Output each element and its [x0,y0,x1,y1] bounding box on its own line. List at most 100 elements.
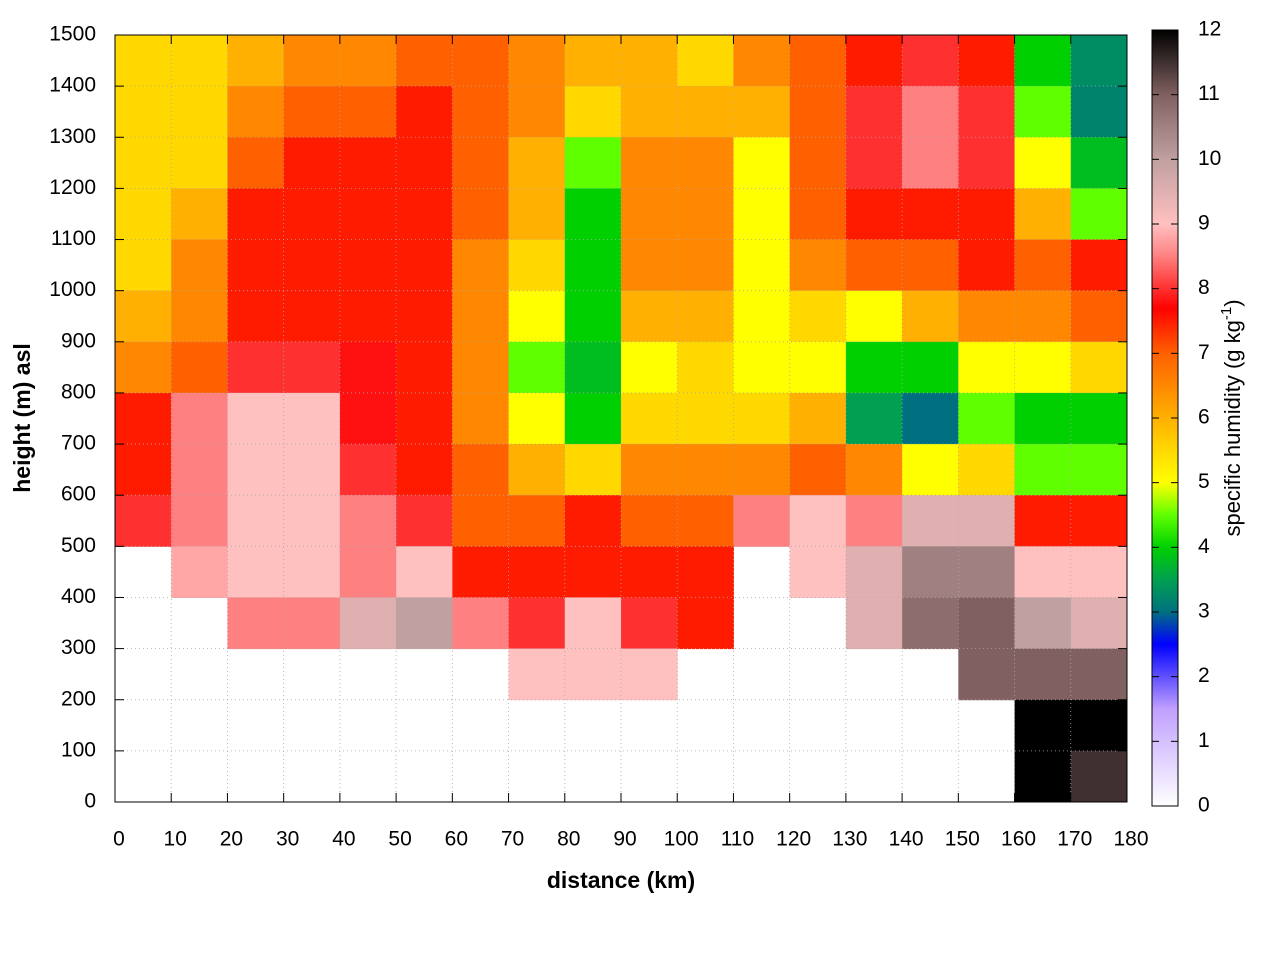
heatmap-cell [339,546,397,598]
heatmap-cell [1070,35,1127,87]
heatmap-cell [845,495,903,547]
x-tick-label: 80 [557,828,580,851]
heatmap-cell [1070,444,1127,496]
heatmap-cell [115,239,172,292]
heatmap-cell [845,137,903,189]
x-tick-label: 50 [388,828,411,851]
x-tick-label: 110 [721,828,754,851]
heatmap-cell [452,137,510,189]
heatmap-cell [227,137,285,189]
heatmap-cell [1014,750,1072,802]
heatmap-cell [508,188,566,241]
heatmap-cell [564,546,622,598]
heatmap-cell [902,341,959,394]
heatmap-cell [902,495,959,547]
heatmap-cell [902,86,959,138]
heatmap-cell [339,341,397,394]
heatmap-cell [1014,699,1072,752]
colorbar-tick-label: 12 [1198,18,1221,41]
heatmap-cell [1070,86,1127,138]
heatmap-cell [958,392,1016,445]
heatmap-cell [283,546,341,598]
heatmap-cell [733,392,791,445]
heatmap-cell [958,290,1016,343]
heatmap-cell [902,597,959,650]
heatmap-cell [396,597,453,650]
heatmap-cell [789,188,847,241]
heatmap-cell [677,188,734,241]
heatmap-cell [396,341,453,394]
x-tick-label: 160 [1001,828,1036,851]
heatmap-cell [508,444,566,496]
colorbar-title: specific humidity (g kg-1) [1218,299,1245,536]
heatmap-cell [283,188,341,241]
colorbar-tick-label: 7 [1198,341,1210,364]
y-tick-label: 800 [61,380,96,403]
heatmap-cell [1014,86,1072,138]
heatmap-cell [789,290,847,343]
heatmap-cell [508,86,566,138]
heatmap-cell [171,137,228,189]
heatmap-cell [171,239,228,292]
plot-frame [114,34,1128,803]
heatmap-cell [902,188,959,241]
heatmap-cell [508,546,566,598]
heatmap-cell [564,495,622,547]
heatmap-cell [1070,392,1127,445]
heatmap-cell [339,137,397,189]
heatmap-cell [564,239,622,292]
heatmap-cell [171,290,228,343]
heatmap-cell [227,239,285,292]
heatmap-cell [845,392,903,445]
y-tick-label: 1200 [49,176,96,199]
heatmap-cell [283,86,341,138]
axes: 0 10 20 30 40 50 60 70 80 90 100 110 120 130 140 150 160… [49,18,1221,851]
heatmap-cell [171,341,228,394]
heatmap-cell [396,35,453,87]
heatmap-cell [452,597,510,650]
heatmap-cell [396,86,453,138]
y-tick-label: 900 [61,329,96,352]
heatmap-cell [564,341,622,394]
heatmap-cell [677,290,734,343]
heatmap-cell [1070,750,1127,802]
heatmap-cell [339,35,397,87]
heatmap-cell [564,86,622,138]
heatmap-cell [227,495,285,547]
heatmap-cell [789,392,847,445]
heatmap-cell [339,86,397,138]
heatmap-cell [564,444,622,496]
heatmap-cell [171,86,228,138]
heatmap-cell [1014,495,1072,547]
heatmap-cell [452,86,510,138]
heatmap-cell [789,239,847,292]
heatmap-cell [733,137,791,189]
heatmap-cell [789,137,847,189]
heatmap-cell [902,546,959,598]
heatmap-cell [621,341,678,394]
heatmap-cell [1014,188,1072,241]
heatmap-cell [564,35,622,87]
heatmap-cell [902,392,959,445]
heatmap-cell [733,341,791,394]
heatmap-cell [283,290,341,343]
heatmap-cell [1014,392,1072,445]
heatmap-cell [452,290,510,343]
heatmap-cell [1070,546,1127,598]
colorbar-tick-label: 3 [1198,600,1210,623]
y-tick-label: 1400 [49,74,96,97]
heatmap-cell [115,86,172,138]
heatmap-cell [283,35,341,87]
heatmap-cell [677,392,734,445]
heatmap-cell [115,392,172,445]
heatmap-cell [1070,495,1127,547]
heatmap-cell [452,35,510,87]
heatmap-cell [677,239,734,292]
heatmap-cell [339,188,397,241]
heatmap-cell [621,392,678,445]
y-tick-label: 500 [61,534,96,557]
y-tick-label: 200 [61,687,96,710]
heatmap-cell [1070,290,1127,343]
heatmap-cell [789,341,847,394]
